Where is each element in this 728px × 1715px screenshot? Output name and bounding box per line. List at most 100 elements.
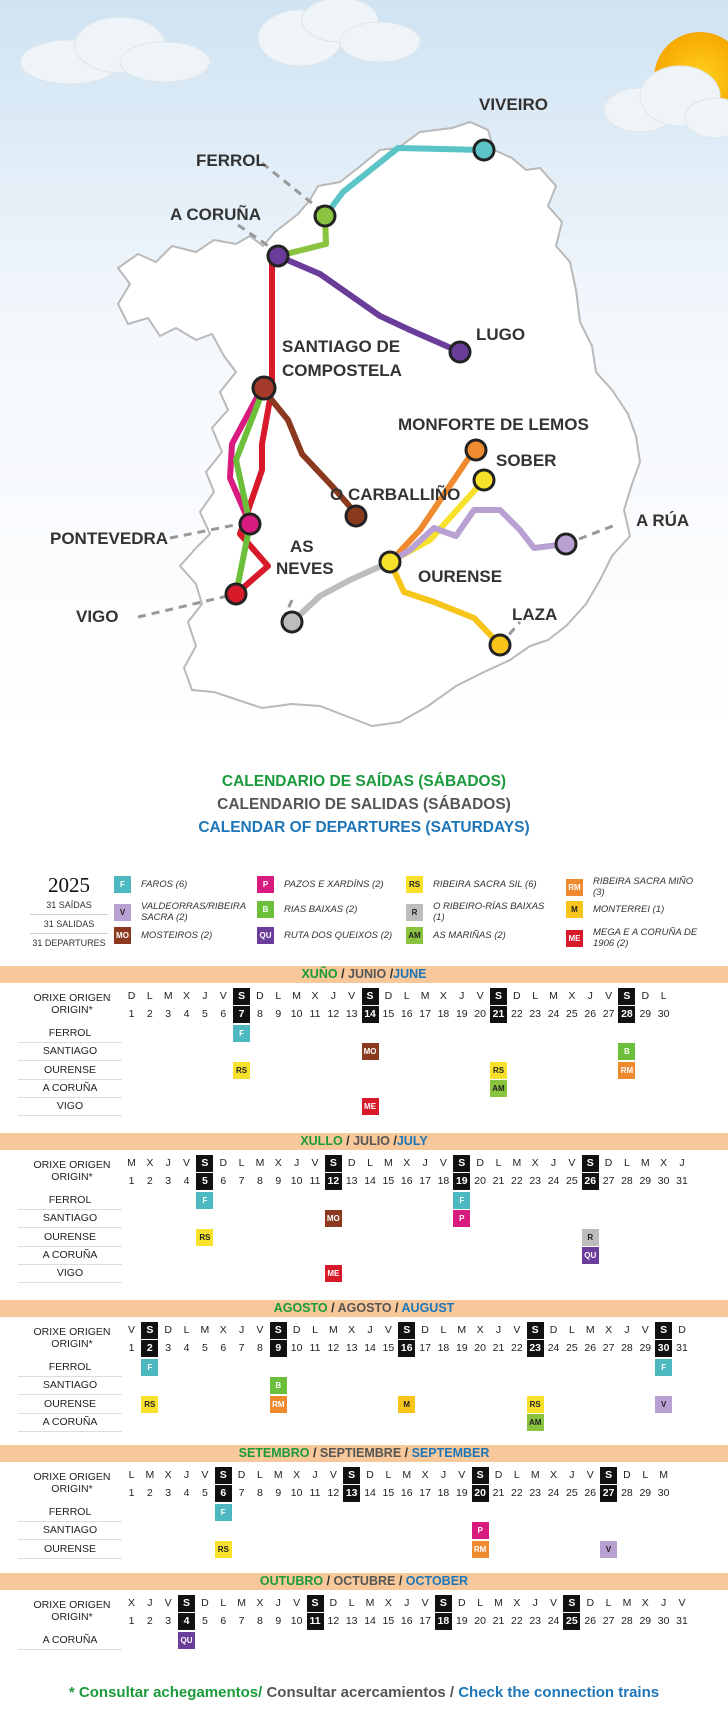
legend-item: V VALDEORRAS/RIBEIRA SACRA (2)	[114, 901, 246, 923]
weekday-letter: D	[549, 1324, 558, 1336]
city-label-carballino: O CARBALLIÑO	[330, 484, 460, 504]
weekday-letter: J	[550, 1157, 557, 1169]
origin-row-label: OURENSE	[18, 1229, 122, 1247]
month-name-gl: SETEMBRO	[238, 1446, 310, 1460]
day-number: 7	[238, 1487, 245, 1499]
weekday-letter: D	[623, 1469, 631, 1481]
day-number: 21	[492, 1615, 505, 1627]
calendar-titles: CALENDARIO DE SAÍDAS (SÁBADOS) CALENDARI…	[0, 770, 728, 839]
day-number: 2	[146, 1175, 153, 1187]
weekday-letter: S	[655, 1322, 673, 1339]
weekday-letter: X	[183, 990, 191, 1002]
day-number: 15	[382, 1342, 395, 1354]
origin-row-label: FERROL	[18, 1192, 122, 1210]
day-number: 4	[183, 1487, 190, 1499]
departure-chip: P	[471, 1522, 489, 1540]
departure-chip: B	[618, 1043, 636, 1061]
departure-chip: AM	[490, 1079, 507, 1097]
day-number: 14	[364, 1487, 376, 1499]
day-number: 28	[621, 1175, 633, 1187]
weekday-letter: L	[642, 1469, 649, 1481]
day-number: 12	[327, 1008, 340, 1020]
day-number: 11	[306, 1613, 324, 1630]
departure-chip: QU	[581, 1246, 599, 1264]
city-nodes	[224, 138, 578, 657]
weekday-letter: L	[495, 1157, 502, 1169]
legend-code: M	[566, 901, 583, 918]
origin-row-label: FERROL	[18, 1504, 122, 1522]
day-number: 30	[657, 1615, 670, 1627]
departures-count-es: 31 SALIDAS	[30, 915, 108, 934]
day-number: 13	[345, 1615, 358, 1627]
city-label-vigo: VIGO	[76, 607, 119, 626]
day-number: 22	[511, 1175, 523, 1187]
title-english: CALENDAR OF DEPARTURES (SATURDAYS)	[198, 819, 530, 836]
day-number: 26	[581, 1173, 599, 1190]
weekday-letter: M	[622, 1597, 632, 1609]
day-number: 10	[290, 1487, 303, 1499]
year-value: 2025	[48, 873, 90, 897]
month-name-sep2: /	[389, 1134, 397, 1148]
weekday-letter: M	[659, 1469, 669, 1481]
weekday-letter: J	[440, 1469, 447, 1481]
day-number: 9	[275, 1487, 282, 1499]
day-number: 1	[128, 1342, 135, 1354]
weekday-letter: V	[219, 990, 227, 1002]
day-number: 19	[455, 1008, 468, 1020]
weekday-letter: M	[549, 990, 558, 1002]
weekday-letter: L	[257, 1469, 263, 1481]
weekday-letter: X	[421, 1469, 429, 1481]
day-number: 3	[165, 1175, 172, 1187]
weekday-letter: X	[219, 1324, 227, 1336]
departure-chip: RS	[214, 1540, 232, 1558]
day-number: 24	[547, 1487, 560, 1499]
legend-code: F	[114, 876, 131, 893]
day-number: 22	[511, 1615, 523, 1627]
origin-row-label: A CORUÑA	[18, 1414, 122, 1432]
city-label-asneves-1: AS	[290, 537, 314, 556]
day-number: 15	[382, 1008, 395, 1020]
weekday-letter: V	[384, 1324, 392, 1336]
weekday-letter: S	[618, 988, 636, 1005]
weekday-letter: M	[384, 1157, 393, 1169]
weekday-letter: M	[365, 1597, 375, 1609]
day-number: 14	[361, 1006, 379, 1023]
weekday-letter: D	[292, 1324, 301, 1336]
month-name-en: OCTOBER	[405, 1574, 469, 1588]
day-number: 25	[566, 1175, 578, 1187]
legend-label: MEGA E A CORUÑA DE 1906 (2)	[593, 927, 698, 949]
footer-galician: * Consultar achegamentos/	[68, 1684, 263, 1701]
city-label-acoruna: A CORUÑA	[170, 204, 261, 224]
weekday-letter: D	[366, 1469, 374, 1481]
weekday-letter: D	[586, 1597, 595, 1609]
weekday-letter: D	[678, 1324, 686, 1336]
origin-row-label: OURENSE	[18, 1062, 122, 1080]
weekday-letter: V	[201, 1469, 209, 1481]
city-label-monforte: MONFORTE DE LEMOS	[398, 415, 589, 434]
legend-label: PAZOS E XARDÍNS (2)	[284, 879, 384, 890]
day-number: 14	[364, 1175, 376, 1187]
legend-code: B	[257, 901, 274, 918]
weekday-letter: D	[641, 990, 650, 1002]
route-lines	[227, 145, 569, 648]
legend-code: R	[406, 903, 423, 921]
month-header: OUTUBRO / OCTUBRE / OCTOBER	[0, 1573, 728, 1590]
month-calendar: OUTUBRO / OCTUBRE / OCTOBER ORIXE ORIGEN …	[0, 1573, 728, 1650]
month-calendar: AGOSTO / AGOSTO / AUGUST ORIXE ORIGEN ORI…	[0, 1300, 728, 1432]
weekday-letter: D	[458, 1597, 466, 1609]
day-number: 31	[676, 1615, 688, 1627]
day-number: 6	[220, 1008, 227, 1020]
day-number: 27	[602, 1342, 615, 1354]
day-number: 2	[141, 1340, 159, 1357]
title-spanish: CALENDARIO DE SALIDAS (SÁBADOS)	[217, 796, 511, 813]
day-number: 28	[621, 1615, 633, 1627]
weekday-letter: S	[306, 1595, 324, 1612]
day-number: 4	[178, 1613, 196, 1630]
day-number: 2	[146, 1487, 153, 1499]
month-name-gl: XULLO	[300, 1134, 343, 1148]
weekday-letter: V	[605, 990, 613, 1002]
weekday-letter: S	[233, 988, 251, 1005]
origin-row-label: OURENSE	[18, 1396, 122, 1414]
weekday-letter: J	[294, 1157, 300, 1169]
day-number: 17	[419, 1175, 431, 1187]
